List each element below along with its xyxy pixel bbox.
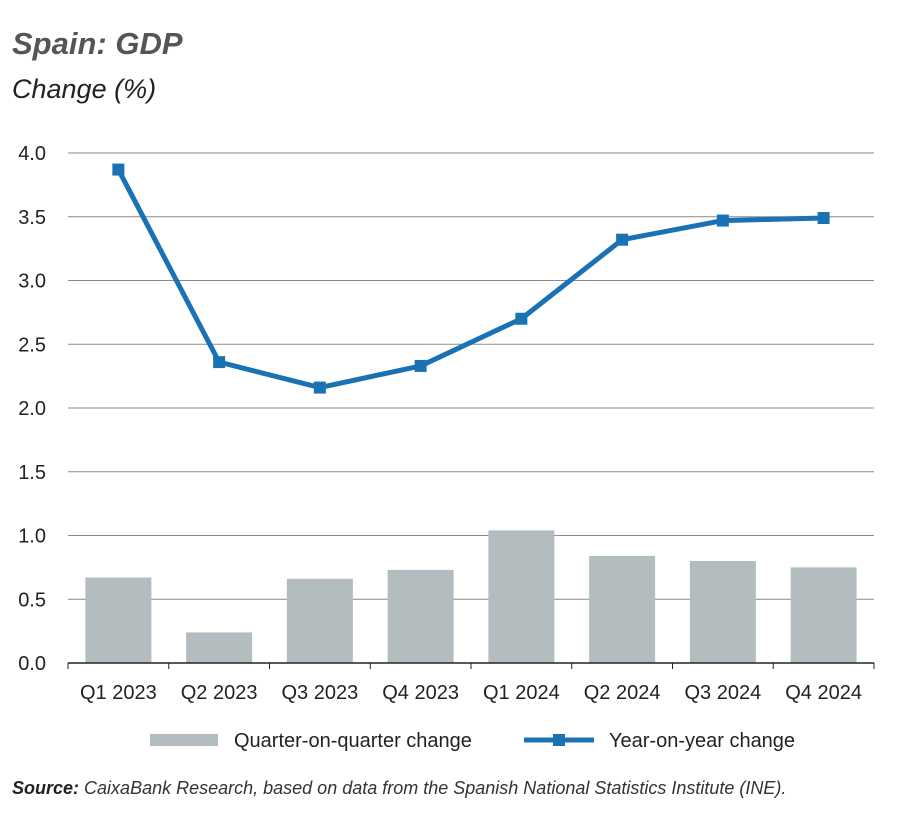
y-tick-label: 4.0 [18,143,46,165]
grid-lines [68,152,874,600]
bar-6 [589,555,656,663]
bar-1 [85,577,152,663]
yoy-marker-1 [112,163,125,176]
y-tick-label: 3.0 [18,271,46,293]
x-tick-label: Q3 2024 [685,682,762,704]
bar-series [85,530,857,663]
x-tick-label: Q1 2024 [483,682,560,704]
legend-bar-label: Quarter-on-quarter change [234,730,472,752]
yoy-marker-2 [213,356,226,369]
yoy-marker-8 [817,212,830,225]
legend: Quarter-on-quarter change Year-on-year ch… [150,730,795,752]
bar-7 [689,561,756,663]
yoy-marker-4 [414,359,427,372]
y-tick-label: 2.5 [18,334,46,356]
chart-title: Spain: GDP [12,26,183,61]
line-series [112,163,830,394]
y-tick-label: 0.5 [18,589,46,611]
x-tick-label: Q2 2023 [181,682,258,704]
yoy-marker-6 [616,233,629,246]
source-label: Source: [12,778,80,798]
y-tick-label: 1.0 [18,526,46,548]
x-tick-label: Q4 2023 [382,682,459,704]
yoy-marker-3 [313,381,326,394]
legend-bar-swatch [150,734,218,746]
x-tick-label: Q3 2023 [282,682,359,704]
legend-line-label: Year-on-year change [609,730,795,752]
axes: 0.0 0.5 1.0 1.5 2.0 2.5 3.0 3.5 4.0 Q1 2023 Q2 202… [18,143,875,704]
bar-4 [387,569,454,663]
yoy-marker-5 [515,312,528,325]
legend-line-marker [553,734,565,746]
source-note: Source: CaixaBank Research, based on dat… [12,778,786,799]
yoy-line [116,168,824,391]
chart-subtitle: Change (%) [12,74,157,104]
yoy-marker-7 [716,214,729,227]
bar-3 [286,578,353,663]
bar-8 [790,567,857,663]
x-tick-label: Q1 2023 [80,682,157,704]
y-tick-label: 0.0 [18,653,46,675]
x-tick-label: Q4 2024 [785,682,862,704]
y-tick-label: 2.0 [18,398,46,420]
x-tick-label: Q2 2024 [584,682,661,704]
bar-2 [186,632,253,663]
bar-5 [488,530,555,663]
y-tick-label: 1.5 [18,462,46,484]
source-text: CaixaBank Research, based on data from t… [84,778,787,798]
y-tick-label: 3.5 [18,207,46,229]
